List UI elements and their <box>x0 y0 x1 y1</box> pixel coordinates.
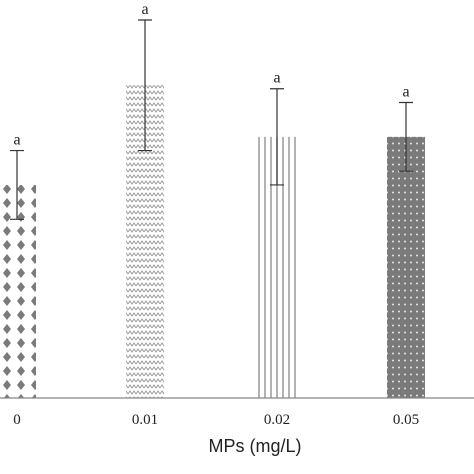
error-bar-1 <box>138 19 152 152</box>
error-bar-0 <box>10 149 24 220</box>
significance-labels-group: a a a a <box>13 1 409 149</box>
significance-label-0: a <box>13 132 20 149</box>
error-bar-2 <box>270 88 284 186</box>
bars-group <box>0 85 425 399</box>
x-tick-label-0: 0 <box>13 412 21 428</box>
x-tick-label-2: 0.02 <box>264 412 290 428</box>
significance-label-1: a <box>141 1 148 18</box>
x-tick-label-1: 0.01 <box>132 412 158 428</box>
x-tick-label-3: 0.05 <box>393 412 419 428</box>
x-axis-title: MPs (mg/L) <box>208 436 301 456</box>
x-tick-labels-group: 0 0.01 0.02 0.05 <box>13 412 419 428</box>
error-bars-group <box>10 19 413 220</box>
bar-0 <box>0 184 36 398</box>
significance-label-2: a <box>273 70 280 87</box>
significance-label-3: a <box>402 83 409 100</box>
error-bar-3 <box>399 101 413 172</box>
bar-3 <box>387 136 425 398</box>
